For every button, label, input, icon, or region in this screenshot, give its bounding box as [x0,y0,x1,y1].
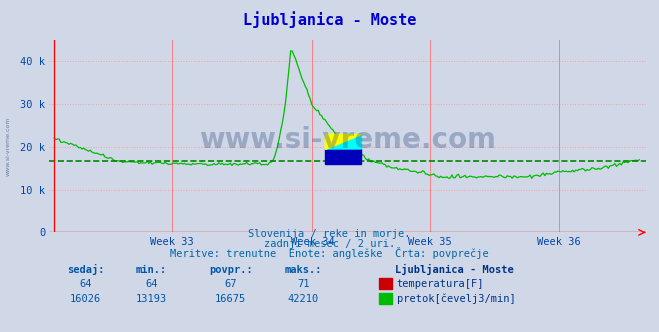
Text: 16675: 16675 [215,294,246,304]
Text: Meritve: trenutne  Enote: angleške  Črta: povprečje: Meritve: trenutne Enote: angleške Črta: … [170,247,489,259]
Text: 64: 64 [80,279,92,289]
Text: 13193: 13193 [136,294,167,304]
Text: Slovenija / reke in morje.: Slovenija / reke in morje. [248,229,411,239]
Polygon shape [326,134,361,149]
Bar [343,134,361,149]
Text: min.:: min.: [136,265,167,275]
Text: temperatura[F]: temperatura[F] [397,279,484,289]
Bar [326,134,343,149]
Text: 67: 67 [225,279,237,289]
Text: zadnji mesec / 2 uri.: zadnji mesec / 2 uri. [264,239,395,249]
Text: maks.:: maks.: [285,265,322,275]
Text: www.si-vreme.com: www.si-vreme.com [199,126,496,154]
Text: www.si-vreme.com: www.si-vreme.com [5,116,11,176]
Text: pretok[čevelj3/min]: pretok[čevelj3/min] [397,293,515,304]
Text: 71: 71 [297,279,309,289]
Text: Ljubljanica - Moste: Ljubljanica - Moste [395,264,514,275]
Bar [326,149,361,164]
Text: povpr.:: povpr.: [209,265,252,275]
Text: sedaj:: sedaj: [67,264,104,275]
Text: 64: 64 [146,279,158,289]
Text: 16026: 16026 [70,294,101,304]
Text: 42210: 42210 [287,294,319,304]
Text: Ljubljanica - Moste: Ljubljanica - Moste [243,12,416,29]
Polygon shape [326,134,361,149]
